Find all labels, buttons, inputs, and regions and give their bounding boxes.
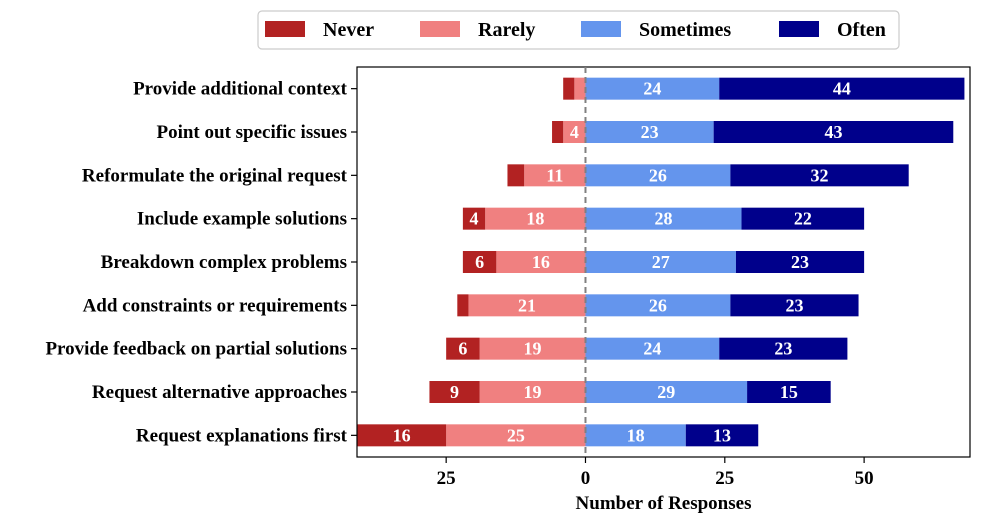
- x-tick-label: 0: [581, 468, 591, 489]
- legend-label-often: Often: [837, 19, 886, 41]
- bar-never-point-out-specific-issues: [552, 121, 564, 143]
- bar-sometimes-include-example-solutions: [585, 207, 742, 230]
- bar-label-often-request-alternative-approaches: 15: [780, 382, 798, 402]
- bar-sometimes-request-explanations-first: [585, 424, 686, 447]
- bar-label-sometimes-add-constraints-or-requirements: 26: [649, 295, 667, 315]
- bar-never-request-explanations-first: [357, 424, 447, 447]
- bar-label-often-request-explanations-first: 13: [713, 425, 731, 445]
- bar-sometimes-reformulate-the-original-request: [585, 164, 731, 187]
- bar-sometimes-request-alternative-approaches: [585, 381, 748, 403]
- x-axis: 25 0 25 50: [437, 457, 874, 489]
- category-label-add-constraints-or-requirements: Add constraints or requirements: [83, 295, 347, 316]
- plot-frame: [356, 66, 971, 458]
- bar-often-request-explanations-first: [685, 424, 759, 447]
- bar-never-breakdown-complex-problems: [462, 251, 497, 273]
- legend-swatch-never: [265, 21, 305, 37]
- bar-rarely-add-constraints-or-requirements: [468, 294, 586, 317]
- bar-label-often-point-out-specific-issues: 43: [824, 122, 842, 142]
- bar-often-reformulate-the-original-request: [730, 164, 909, 187]
- bar-label-often-provide-feedback-on-partial-solutions: 23: [774, 339, 792, 359]
- bar-often-breakdown-complex-problems: [735, 251, 865, 273]
- bar-never-request-alternative-approaches: [429, 381, 480, 403]
- bar-label-rarely-reformulate-the-original-request: 11: [546, 165, 563, 185]
- bar-label-never-request-explanations-first: 16: [393, 425, 411, 445]
- bar-label-often-include-example-solutions: 22: [794, 209, 812, 229]
- bar-label-never-request-alternative-approaches: 9: [450, 382, 459, 402]
- bar-rarely-point-out-specific-issues: [563, 121, 586, 143]
- bar-label-sometimes-provide-feedback-on-partial-solutions: 24: [643, 339, 661, 359]
- bar-sometimes-provide-feedback-on-partial-solutions: [585, 337, 720, 360]
- bar-never-provide-additional-context: [563, 77, 575, 100]
- bar-label-sometimes-breakdown-complex-problems: 27: [652, 252, 670, 272]
- category-labels: Provide additional context Point out spec…: [45, 79, 357, 446]
- bar-often-provide-additional-context: [719, 77, 965, 100]
- legend-label-sometimes: Sometimes: [639, 19, 731, 41]
- bar-label-often-breakdown-complex-problems: 23: [791, 252, 809, 272]
- bar-rarely-request-alternative-approaches: [479, 381, 586, 403]
- bar-rarely-breakdown-complex-problems: [496, 251, 586, 273]
- category-label-provide-feedback-on-partial-solutions: Provide feedback on partial solutions: [45, 339, 347, 360]
- bar-sometimes-point-out-specific-issues: [585, 121, 714, 143]
- legend-box: [257, 10, 900, 50]
- bar-label-never-include-example-solutions: 4: [470, 209, 479, 229]
- x-axis-title: Number of Responses: [576, 493, 752, 514]
- bar-label-sometimes-request-alternative-approaches: 29: [657, 382, 675, 402]
- legend-swatch-often: [779, 21, 819, 37]
- bar-label-rarely-provide-feedback-on-partial-solutions: 19: [524, 339, 542, 359]
- bar-rarely-include-example-solutions: [485, 207, 586, 230]
- bar-rarely-reformulate-the-original-request: [524, 164, 586, 187]
- bar-sometimes-provide-additional-context: [585, 77, 720, 100]
- category-label-include-example-solutions: Include example solutions: [137, 209, 347, 230]
- bar-label-never-breakdown-complex-problems: 6: [475, 252, 484, 272]
- bar-label-often-provide-additional-context: 44: [833, 79, 851, 99]
- bar-often-request-alternative-approaches: [747, 381, 831, 403]
- legend-swatch-sometimes: [581, 21, 621, 37]
- category-label-request-explanations-first: Request explanations first: [136, 425, 348, 446]
- x-tick-label: 25: [715, 468, 734, 489]
- category-label-request-alternative-approaches: Request alternative approaches: [92, 382, 347, 403]
- bar-label-rarely-add-constraints-or-requirements: 21: [518, 295, 536, 315]
- bars: [357, 77, 965, 447]
- bar-never-provide-feedback-on-partial-solutions: [446, 337, 480, 360]
- bar-rarely-request-explanations-first: [446, 424, 586, 447]
- x-tick-label: 25: [437, 468, 456, 489]
- category-label-breakdown-complex-problems: Breakdown complex problems: [101, 252, 347, 273]
- category-label-reformulate-the-original-request: Reformulate the original request: [82, 165, 348, 186]
- bar-never-add-constraints-or-requirements: [457, 294, 469, 317]
- bar-label-sometimes-request-explanations-first: 18: [627, 425, 645, 445]
- bar-label-rarely-breakdown-complex-problems: 16: [532, 252, 550, 272]
- bar-label-rarely-include-example-solutions: 18: [526, 209, 544, 229]
- legend-swatch-rarely: [420, 21, 460, 37]
- bar-rarely-provide-additional-context: [574, 77, 586, 100]
- bar-sometimes-breakdown-complex-problems: [585, 251, 736, 273]
- bar-label-sometimes-point-out-specific-issues: 23: [641, 122, 659, 142]
- category-label-point-out-specific-issues: Point out specific issues: [156, 122, 347, 143]
- legend-label-rarely: Rarely: [478, 19, 535, 41]
- bar-label-often-reformulate-the-original-request: 32: [811, 165, 829, 185]
- bar-label-sometimes-reformulate-the-original-request: 26: [649, 165, 667, 185]
- category-label-provide-additional-context: Provide additional context: [133, 79, 348, 100]
- bar-label-rarely-request-explanations-first: 25: [507, 425, 525, 445]
- legend-label-never: Never: [323, 19, 374, 41]
- bar-never-include-example-solutions: [462, 207, 486, 230]
- bar-often-provide-feedback-on-partial-solutions: [719, 337, 848, 360]
- bar-never-reformulate-the-original-request: [507, 164, 525, 187]
- bar-label-sometimes-provide-additional-context: 24: [643, 79, 661, 99]
- bar-often-point-out-specific-issues: [713, 121, 954, 143]
- bar-sometimes-add-constraints-or-requirements: [585, 294, 731, 317]
- bar-label-never-provide-feedback-on-partial-solutions: 6: [458, 339, 467, 359]
- bar-label-rarely-request-alternative-approaches: 19: [524, 382, 542, 402]
- x-tick-label: 50: [855, 468, 874, 489]
- bar-rarely-provide-feedback-on-partial-solutions: [479, 337, 586, 360]
- bar-label-sometimes-include-example-solutions: 28: [655, 209, 673, 229]
- bar-often-add-constraints-or-requirements: [730, 294, 859, 317]
- bar-label-often-add-constraints-or-requirements: 23: [785, 295, 803, 315]
- bar-often-include-example-solutions: [741, 207, 865, 230]
- bar-label-rarely-point-out-specific-issues: 4: [570, 122, 579, 142]
- legend: Never Rarely Sometimes Often: [257, 10, 900, 50]
